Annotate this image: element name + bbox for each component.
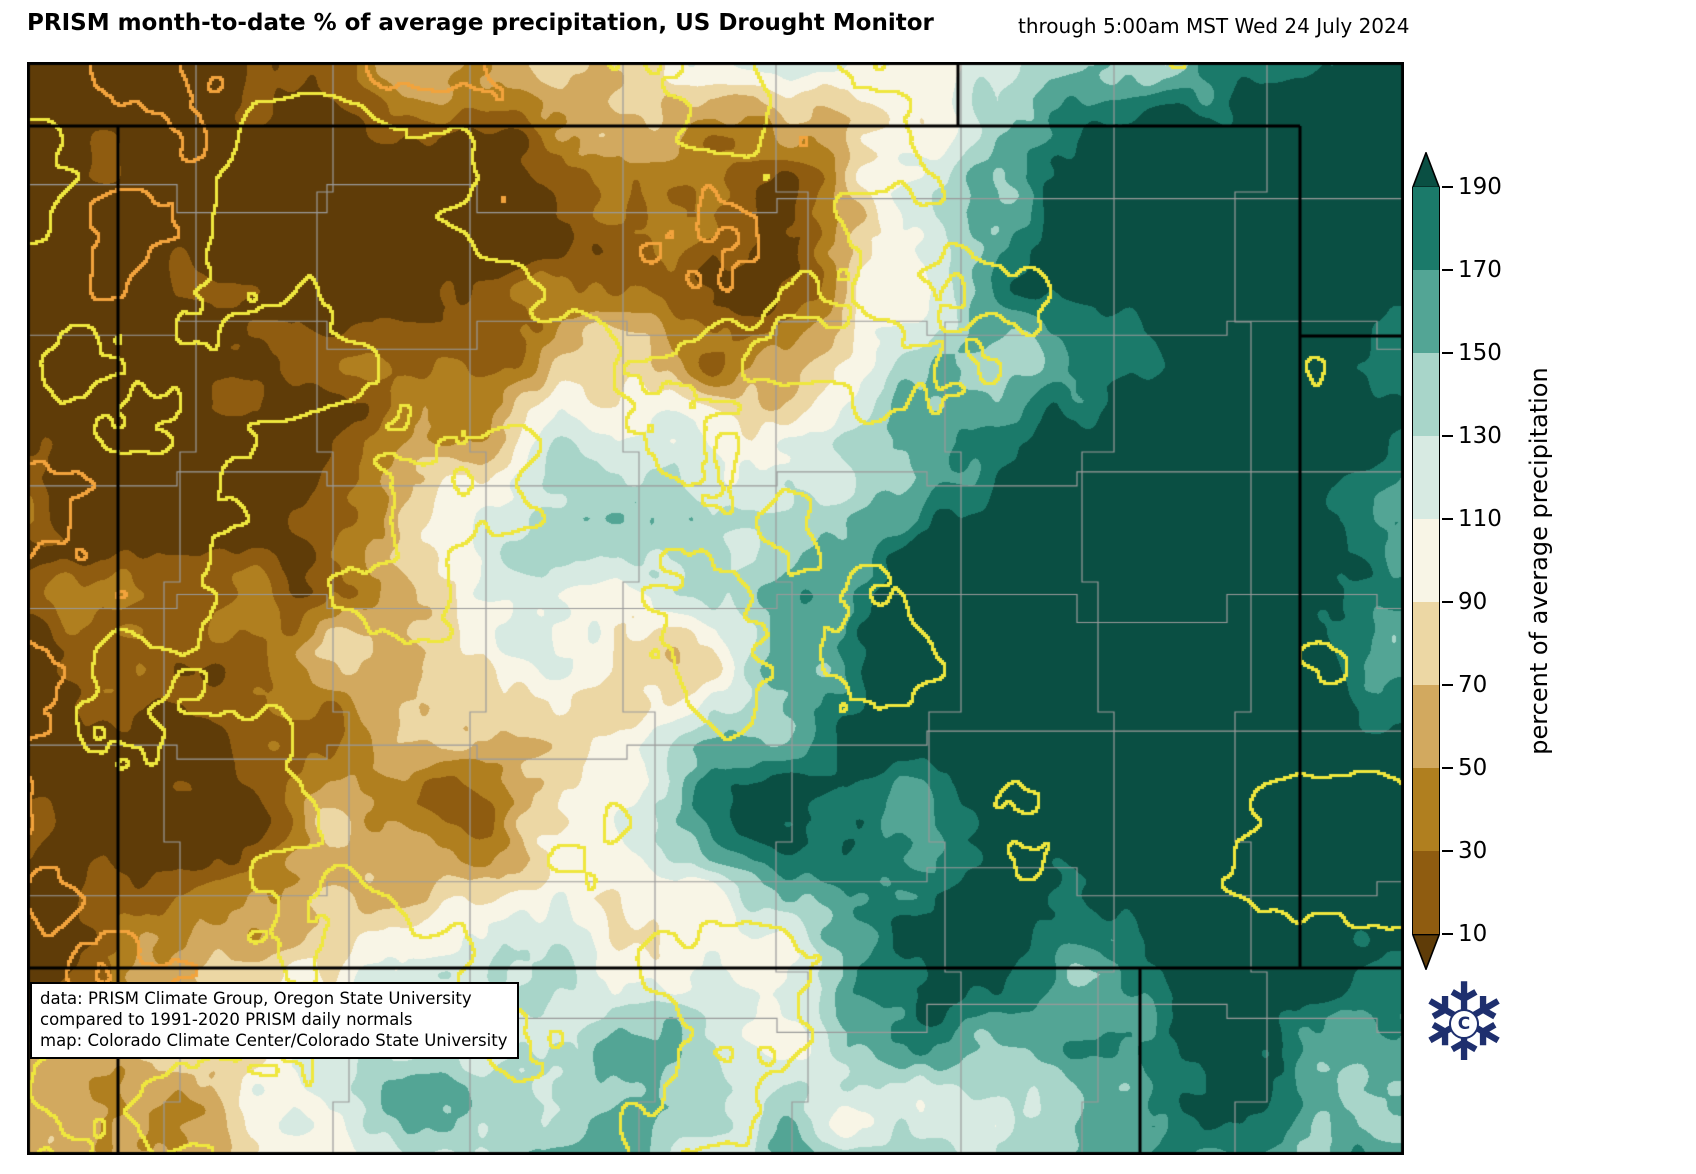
colorbar-segment <box>1413 602 1439 685</box>
colorbar-segment <box>1413 519 1439 602</box>
colorbar-tick-label: 90 <box>1441 589 1488 615</box>
colorbar-segment <box>1413 270 1439 353</box>
page-title: PRISM month-to-date % of average precipi… <box>27 10 934 36</box>
colorbar-segment <box>1413 768 1439 851</box>
attribution-box: data: PRISM Climate Group, Oregon State … <box>30 982 520 1060</box>
snowflake-icon: ❄ C <box>1406 960 1522 1088</box>
colorbar-tick-label: 190 <box>1442 174 1502 200</box>
colorbar-segment <box>1413 685 1439 768</box>
colorbar-tick-label: 130 <box>1442 423 1502 449</box>
colorbar-tick-label: 10 <box>1441 921 1488 947</box>
colorbar-tick-label: 110 <box>1442 506 1502 532</box>
colorbar-tick-label: 70 <box>1441 672 1488 698</box>
colorbar-tick-label: 30 <box>1441 838 1488 864</box>
attribution-line-1: data: PRISM Climate Group, Oregon State … <box>40 989 472 1008</box>
colorbar-tick-label: 150 <box>1442 340 1502 366</box>
attribution-line-3: map: Colorado Climate Center/Colorado St… <box>40 1031 508 1051</box>
precipitation-map: data: PRISM Climate Group, Oregon State … <box>27 62 1404 1155</box>
colorbar-tick-label: 50 <box>1441 755 1488 781</box>
colorbar-segment <box>1413 353 1439 436</box>
colorbar-arrow-down-icon <box>1412 934 1440 970</box>
colorbar-tick-label: 170 <box>1442 257 1502 283</box>
colorbar: 190 170 150 130 110 90 70 50 30 10 <box>1412 152 1696 1052</box>
attribution-line-2: compared to 1991-2020 PRISM daily normal… <box>40 1010 413 1030</box>
colorbar-segment <box>1413 187 1439 270</box>
colorbar-axis-label: percent of average precipitation <box>1525 367 1553 755</box>
colorbar-segment <box>1413 436 1439 519</box>
precipitation-map-canvas <box>27 62 1404 1155</box>
colorbar-body <box>1412 187 1440 934</box>
colorbar-segment <box>1413 851 1439 934</box>
logo-monogram: C <box>1449 1009 1479 1039</box>
colorbar-arrow-up-icon <box>1412 152 1440 188</box>
timestamp: through 5:00am MST Wed 24 July 2024 <box>1018 14 1410 38</box>
